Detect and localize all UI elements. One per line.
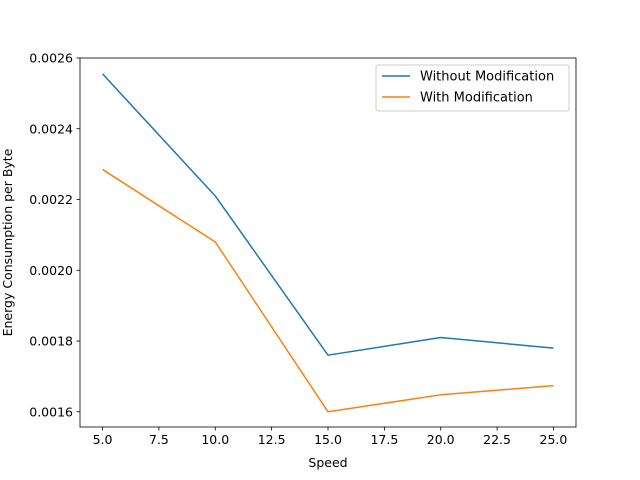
x-tick-label: 20.0	[427, 432, 455, 447]
x-tick-label: 7.5	[149, 432, 169, 447]
series-line-1	[102, 168, 554, 413]
x-tick-label: 5.0	[93, 432, 113, 447]
legend-frame	[375, 64, 570, 112]
x-tick-label: 17.5	[370, 432, 398, 447]
legend-label-1: With Modification	[420, 91, 533, 106]
y-tick-label: 0.0018	[29, 334, 73, 349]
legend-label-0: Without Modification	[420, 70, 554, 85]
y-tick-label: 0.0026	[29, 51, 73, 66]
x-tick-label: 12.5	[258, 432, 286, 447]
y-tick-label: 0.0022	[29, 192, 73, 207]
x-axis-ticks: 5.0 7.5 10.0 12.5 15.0 17.5 20.0 22.5 25.0	[93, 427, 568, 447]
x-tick-label: 15.0	[314, 432, 342, 447]
x-tick-label: 10.0	[201, 432, 229, 447]
legend: Without Modification With Modification	[375, 64, 570, 112]
y-tick-label: 0.0020	[29, 263, 73, 278]
y-tick-label: 0.0024	[29, 121, 73, 136]
series-lines	[101, 73, 554, 413]
y-axis-label: Energy Consumption per Byte	[0, 148, 15, 336]
y-tick-label: 0.0016	[29, 404, 73, 419]
x-tick-label: 22.5	[483, 432, 511, 447]
y-axis-ticks: 0.0016 0.0018 0.0020 0.0022 0.0024 0.0026	[29, 51, 80, 419]
series-line-0	[101, 73, 554, 356]
x-axis-label: Speed	[308, 455, 347, 470]
plot-area-frame	[79, 57, 577, 428]
x-tick-label: 25.0	[540, 432, 568, 447]
